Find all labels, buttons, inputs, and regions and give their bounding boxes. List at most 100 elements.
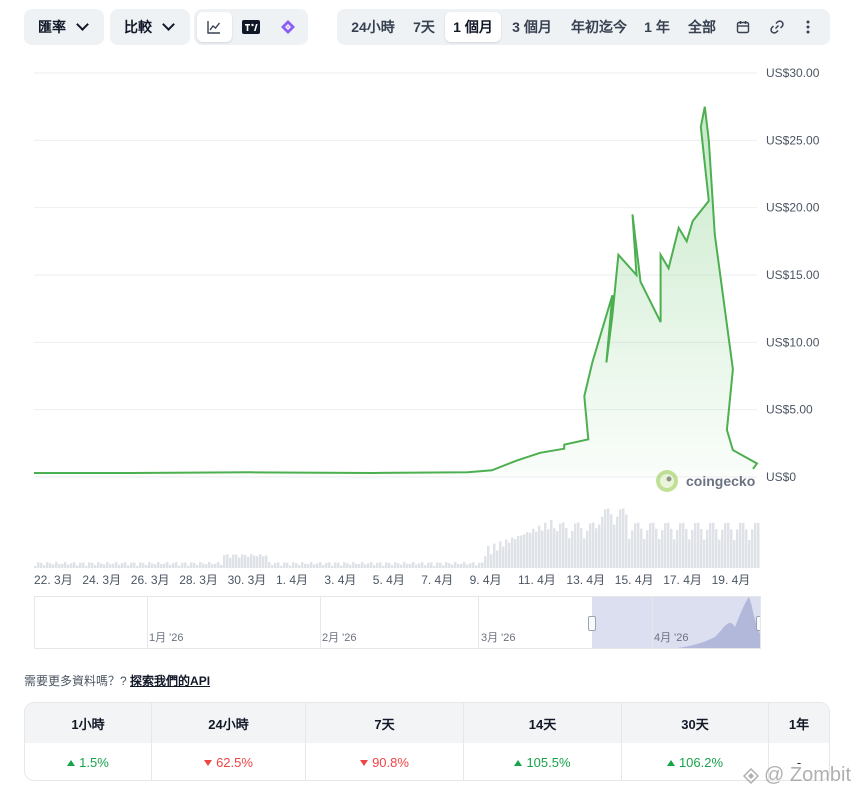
range-1m[interactable]: 1 個月 [445, 12, 501, 42]
perf-value-24h: 62.5% [152, 743, 306, 780]
navigator-left-handle[interactable] [588, 616, 596, 631]
range-all[interactable]: 全部 [679, 12, 725, 42]
calendar-button[interactable] [727, 12, 759, 42]
sparkle-logo-button[interactable] [270, 12, 305, 42]
x-tick-label: 1. 4月 [276, 573, 308, 587]
volume-bar [196, 564, 199, 568]
volume-bar [613, 524, 616, 568]
price-line [34, 106, 759, 475]
compare-dropdown[interactable]: 比較 [110, 9, 190, 45]
volume-bar [379, 562, 382, 568]
zombit-watermark-text: @ Zombit [764, 764, 851, 786]
range-1y[interactable]: 1 年 [637, 12, 677, 42]
range-7d[interactable]: 7天 [405, 12, 443, 42]
chevron-down-icon [162, 18, 175, 31]
volume-bar [118, 564, 121, 568]
volume-bar [505, 539, 508, 568]
volume-bar [679, 523, 682, 568]
price-chart-svg[interactable]: US$30.00 US$25.00 US$20.00 US$15.00 US$10.00… [0, 56, 859, 596]
x-tick-label: 7. 4月 [421, 573, 453, 587]
api-link[interactable]: 探索我們的API [130, 674, 211, 688]
volume-bar [364, 564, 367, 568]
volume-bar [565, 527, 568, 568]
volume-bar [382, 565, 385, 568]
volume-bar [160, 564, 163, 568]
volume-bar [700, 529, 703, 568]
arrow-down-icon [204, 759, 213, 766]
volume-bar [43, 565, 46, 568]
volume-bar [316, 563, 319, 568]
chart-type-switch [194, 9, 308, 45]
volume-bar [115, 562, 118, 568]
volume-bar [574, 523, 577, 568]
link-icon [770, 20, 784, 34]
volume-bar [139, 562, 142, 568]
volume-bar [157, 562, 160, 568]
range-24h[interactable]: 24小時 [343, 12, 403, 42]
range-label: 全部 [688, 19, 716, 35]
range-3m[interactable]: 3 個月 [503, 12, 561, 42]
volume-bar [175, 562, 178, 568]
volume-bar [292, 562, 295, 568]
volume-bar [259, 554, 262, 568]
volume-bar [52, 564, 55, 568]
volume-bar [634, 523, 637, 568]
line-chart-button[interactable] [197, 12, 232, 42]
volume-bar [88, 562, 91, 568]
volume-bar [655, 528, 658, 568]
navigator-selection[interactable] [592, 597, 760, 648]
volume-bar [445, 562, 448, 568]
volume-bar [646, 530, 649, 568]
x-tick-label: 13. 4月 [566, 573, 605, 587]
volume-bar [199, 562, 202, 568]
share-link-button[interactable] [761, 12, 793, 42]
volume-bar [232, 554, 235, 568]
volume-bar [697, 522, 700, 568]
volume-bar [523, 534, 526, 568]
volume-bar [508, 542, 511, 568]
more-options-button[interactable] [795, 12, 821, 42]
volume-bar [55, 562, 58, 568]
volume-bar [82, 562, 85, 568]
volume-bar [421, 562, 424, 568]
volume-bar [100, 563, 103, 568]
volume-bar [298, 564, 301, 568]
volume-bar [748, 539, 751, 568]
volume-bar [562, 522, 565, 568]
perf-value-text: 1.5% [79, 755, 109, 770]
navigator-right-handle[interactable] [756, 616, 760, 631]
volume-bar [703, 539, 706, 568]
coingecko-logo-eye [666, 476, 672, 482]
volume-bar [322, 565, 325, 568]
volume-bar [412, 562, 415, 568]
volume-bar [370, 562, 373, 568]
volume-bar [70, 563, 73, 568]
tradingview-icon [242, 20, 260, 34]
rate-dropdown[interactable]: 匯率 [24, 9, 104, 45]
volume-bar [163, 563, 166, 568]
volume-bar [274, 562, 277, 568]
range-ytd[interactable]: 年初迄今 [563, 12, 635, 42]
volume-bar [367, 563, 370, 568]
volume-bar [238, 557, 241, 568]
volume-bar [718, 539, 721, 568]
range-label: 1 年 [644, 19, 670, 35]
volume-bar [604, 509, 607, 568]
x-tick-label: 15. 4月 [615, 573, 654, 587]
tradingview-button[interactable] [234, 12, 269, 42]
volume-bar [658, 539, 661, 568]
x-tick-label: 30. 3月 [228, 573, 267, 587]
x-tick-label: 5. 4月 [373, 573, 405, 587]
volume-bar [478, 562, 481, 568]
range-navigator[interactable]: 1月 '26 2月 '26 3月 '26 4月 '26 [34, 596, 761, 649]
volume-bar [448, 563, 451, 568]
volume-bar [229, 557, 232, 568]
calendar-icon [736, 21, 750, 34]
volume-bar [400, 564, 403, 568]
price-chart[interactable]: US$30.00 US$25.00 US$20.00 US$15.00 US$10.00… [0, 56, 859, 596]
volume-bar [490, 554, 493, 568]
volume-bar [121, 563, 124, 568]
volume-bar [271, 564, 274, 568]
volume-bar [541, 530, 544, 568]
volume-bar [223, 555, 226, 568]
